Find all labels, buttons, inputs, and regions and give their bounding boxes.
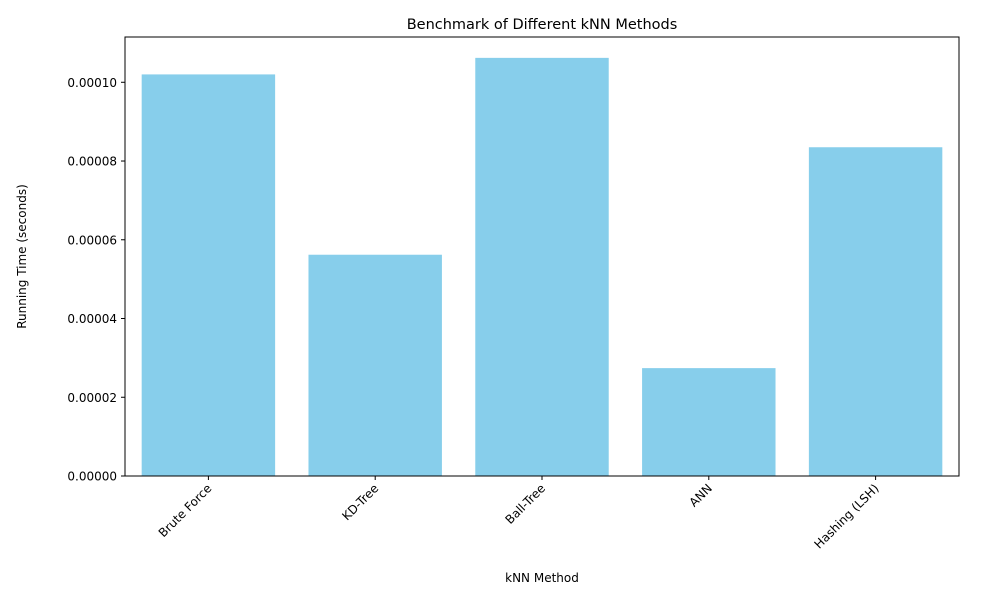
bar-1 [308, 254, 442, 476]
bar-2 [475, 57, 609, 477]
chart-title: Benchmark of Different kNN Methods [407, 17, 678, 33]
bar-3 [642, 368, 776, 476]
bar-4 [808, 147, 943, 476]
x-tick-label: Brute Force [156, 481, 215, 540]
x-axis-label: kNN Method [505, 571, 579, 585]
y-tick-label: 0.00000 [67, 470, 117, 484]
y-tick-label: 0.00008 [67, 155, 117, 169]
x-tick-label: Hashing (LSH) [812, 481, 882, 551]
bars-group [141, 57, 943, 477]
y-tick-label: 0.00002 [67, 391, 117, 405]
x-tick-label: Ball-Tree [503, 481, 549, 527]
x-tick-label: KD-Tree [339, 481, 381, 523]
y-tick-label: 0.00004 [67, 312, 117, 326]
y-axis-label: Running Time (seconds) [15, 184, 29, 329]
plot-frame [124, 36, 960, 477]
x-tick-label: ANN [687, 481, 715, 509]
x-axis: Brute Force KD-Tree Ball-Tree ANN Hashing (L… [156, 476, 882, 551]
bar-0 [141, 74, 276, 476]
y-tick-label: 0.00010 [67, 76, 117, 90]
y-tick-label: 0.00006 [67, 233, 117, 247]
y-axis: 0.00000 0.00002 0.00004 0.00006 0.00008 0.000… [67, 76, 125, 484]
